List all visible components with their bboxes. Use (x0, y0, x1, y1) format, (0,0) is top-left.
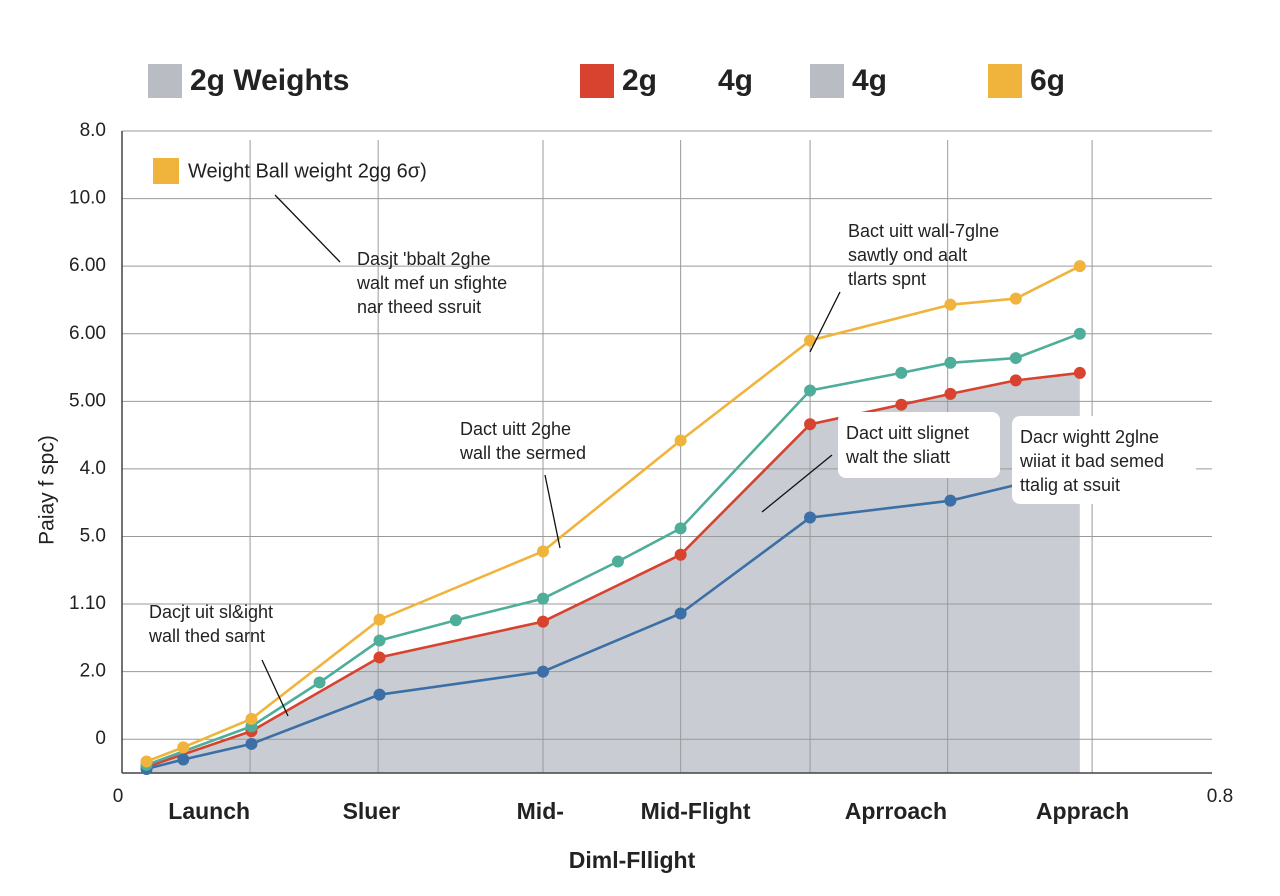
annotation-arrow (261, 659, 289, 717)
data-point (449, 614, 462, 627)
legend-label: 6g (1030, 64, 1065, 97)
annotation-text: Dasjt 'bbalt 2ghe (357, 249, 491, 269)
y-tick-label: 1.10 (69, 593, 106, 614)
legend-swatch (810, 64, 844, 98)
data-point (313, 676, 326, 689)
legend-label: 2g (622, 64, 657, 97)
data-point (1073, 327, 1086, 340)
series-line (146, 265, 1081, 763)
annotation-text: wall thed sarnt (148, 626, 265, 646)
y-tick-label: 8.0 (80, 120, 106, 141)
annotation-text: walt mef un sfighte (356, 273, 507, 293)
data-point (611, 555, 624, 568)
data-point (944, 494, 957, 507)
legend-label: Weight Ball weight 2gg 6σ) (188, 160, 427, 182)
annotation-text: Dact uitt slignet (846, 423, 969, 443)
data-point (944, 298, 957, 311)
data-point (245, 712, 258, 725)
line-layer (140, 260, 1086, 775)
data-point (537, 615, 550, 628)
x-category-label: Aprroach (845, 798, 947, 824)
data-point (674, 548, 687, 561)
y-tick-label: 5.00 (69, 390, 106, 411)
legend-swatch (580, 64, 614, 98)
legend-swatch (988, 64, 1022, 98)
annotation-arrow (544, 474, 561, 549)
data-point (674, 607, 687, 620)
data-point (944, 387, 957, 400)
annotation-text: tlarts spnt (848, 269, 926, 289)
x-axis-title: Diml-Fllight (569, 847, 696, 873)
legend-swatch (148, 64, 182, 98)
x-category-label: Mid-Flight (641, 798, 751, 824)
x-category-label: Mid- (517, 798, 564, 824)
data-point (177, 753, 190, 766)
y-tick-label: 2.0 (80, 661, 106, 682)
annotation-text: wall the sermed (459, 443, 586, 463)
legend-label: 4g (718, 64, 753, 97)
legend-swatch (153, 158, 179, 184)
annotation-text: Dacr wightt 2glne (1020, 427, 1159, 447)
data-point (1073, 366, 1086, 379)
annotation-arrow (274, 194, 341, 263)
data-point (245, 737, 258, 750)
y-tick-label: 10.0 (69, 188, 106, 209)
x-tick-label: 0 (113, 786, 124, 807)
data-point (895, 366, 908, 379)
annotation-text: ttalig at ssuit (1020, 475, 1120, 495)
data-point (944, 356, 957, 369)
x-category-label: Sluer (343, 798, 401, 824)
data-point (674, 434, 687, 447)
y-tick-label: 5.0 (80, 525, 106, 546)
data-point (804, 418, 817, 431)
annotation-text: walt the sliatt (845, 447, 950, 467)
annotation-text: nar theed ssruit (357, 297, 481, 317)
x-tick-label: 0.8 (1207, 786, 1233, 807)
y-tick-label: 6.00 (69, 255, 106, 276)
data-point (804, 334, 817, 347)
data-point (373, 651, 386, 664)
data-point (1009, 374, 1022, 387)
legend-label: 2g Weights (190, 64, 349, 97)
annotation-text: Dact uitt 2ghe (460, 419, 571, 439)
x-category-label: Apprach (1036, 798, 1129, 824)
data-point (674, 522, 687, 535)
data-point (1073, 260, 1086, 273)
series-line (146, 371, 1080, 769)
data-point (1009, 292, 1022, 305)
data-point (895, 398, 908, 411)
annotation-text: Bact uitt wall-7glne (848, 221, 999, 241)
data-point (804, 384, 817, 397)
y-tick-label: 4.0 (80, 458, 106, 479)
data-point (373, 613, 386, 626)
data-point (537, 545, 550, 558)
annotation-text: sawtly ond aalt (848, 245, 967, 265)
data-point (373, 634, 386, 647)
data-point (140, 755, 153, 768)
data-point (373, 688, 386, 701)
data-point (804, 511, 817, 524)
annotation-box (838, 412, 1000, 478)
annotation-box (1012, 416, 1196, 504)
data-point (1009, 352, 1022, 365)
y-tick-label: 6.00 (69, 323, 106, 344)
annotation-text: Dacjt uit sl&ight (149, 602, 273, 622)
annotation-arrow (761, 454, 833, 513)
annotation-arrow (809, 291, 841, 353)
y-axis-title: Paiay f spc) (36, 435, 59, 545)
y-tick-label: 0 (95, 728, 106, 749)
legend-label: 4g (852, 64, 887, 97)
annotation-text: wiiat it bad semed (1019, 451, 1164, 471)
data-point (177, 741, 190, 754)
data-point (537, 592, 550, 605)
data-point (537, 665, 550, 678)
x-category-label: Launch (168, 798, 250, 824)
